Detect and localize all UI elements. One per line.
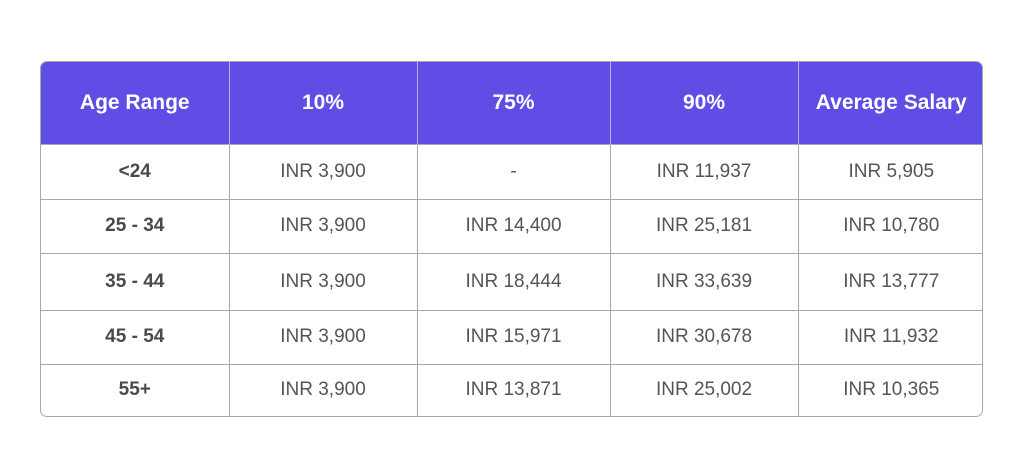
table-header: Age Range 10% 75% 90% Average Salary <box>41 62 982 144</box>
table-body: <24 INR 3,900 - INR 11,937 INR 5,905 25 … <box>41 144 982 416</box>
cell-age-range: 25 - 34 <box>41 199 230 253</box>
header-75-percentile: 75% <box>417 62 611 144</box>
header-10-percentile: 10% <box>229 62 418 144</box>
cell-90-percentile: INR 33,639 <box>610 253 799 310</box>
cell-90-percentile: INR 11,937 <box>610 144 799 199</box>
cell-75-percentile: INR 18,444 <box>417 253 611 310</box>
table-row: 25 - 34 INR 3,900 INR 14,400 INR 25,181 … <box>41 199 982 253</box>
cell-90-percentile: INR 30,678 <box>610 310 799 364</box>
cell-age-range: 45 - 54 <box>41 310 230 364</box>
header-90-percentile: 90% <box>610 62 799 144</box>
table-row: 45 - 54 INR 3,900 INR 15,971 INR 30,678 … <box>41 310 982 364</box>
header-average-salary: Average Salary <box>815 90 967 114</box>
cell-average-salary: INR 5,905 <box>848 160 935 182</box>
cell-average-salary: INR 10,780 <box>843 215 940 236</box>
cell-75-percentile: INR 14,400 <box>417 199 611 253</box>
table-row: 55+ INR 3,900 INR 13,871 INR 25,002 INR … <box>41 364 982 416</box>
cell-age-range: 35 - 44 <box>41 253 230 310</box>
cell-75-percentile: INR 15,971 <box>417 310 611 364</box>
header-row: Age Range 10% 75% 90% Average Salary <box>41 62 982 144</box>
salary-by-age-table: Age Range 10% 75% 90% Average Salary <24… <box>41 62 982 416</box>
cell-age-range: 55+ <box>41 364 230 416</box>
cell-average-salary: INR 11,932 <box>843 326 939 347</box>
header-age-range: Age Range <box>41 62 230 144</box>
salary-table-container: Age Range 10% 75% 90% Average Salary <24… <box>40 61 983 417</box>
cell-10-percentile: INR 3,900 <box>229 310 418 364</box>
cell-average-salary: INR 10,365 <box>843 379 940 401</box>
cell-10-percentile: INR 3,900 <box>229 253 418 310</box>
cell-75-percentile: - <box>417 144 611 199</box>
table-row: <24 INR 3,900 - INR 11,937 INR 5,905 <box>41 144 982 199</box>
cell-90-percentile: INR 25,181 <box>610 199 799 253</box>
table-row: 35 - 44 INR 3,900 INR 18,444 INR 33,639 … <box>41 253 982 310</box>
cell-10-percentile: INR 3,900 <box>229 199 418 253</box>
cell-10-percentile: INR 3,900 <box>229 364 418 416</box>
cell-average-salary: INR 13,777 <box>843 270 940 292</box>
cell-90-percentile: INR 25,002 <box>610 364 799 416</box>
cell-10-percentile: INR 3,900 <box>229 144 418 199</box>
cell-age-range: <24 <box>41 144 230 199</box>
cell-75-percentile: INR 13,871 <box>417 364 611 416</box>
